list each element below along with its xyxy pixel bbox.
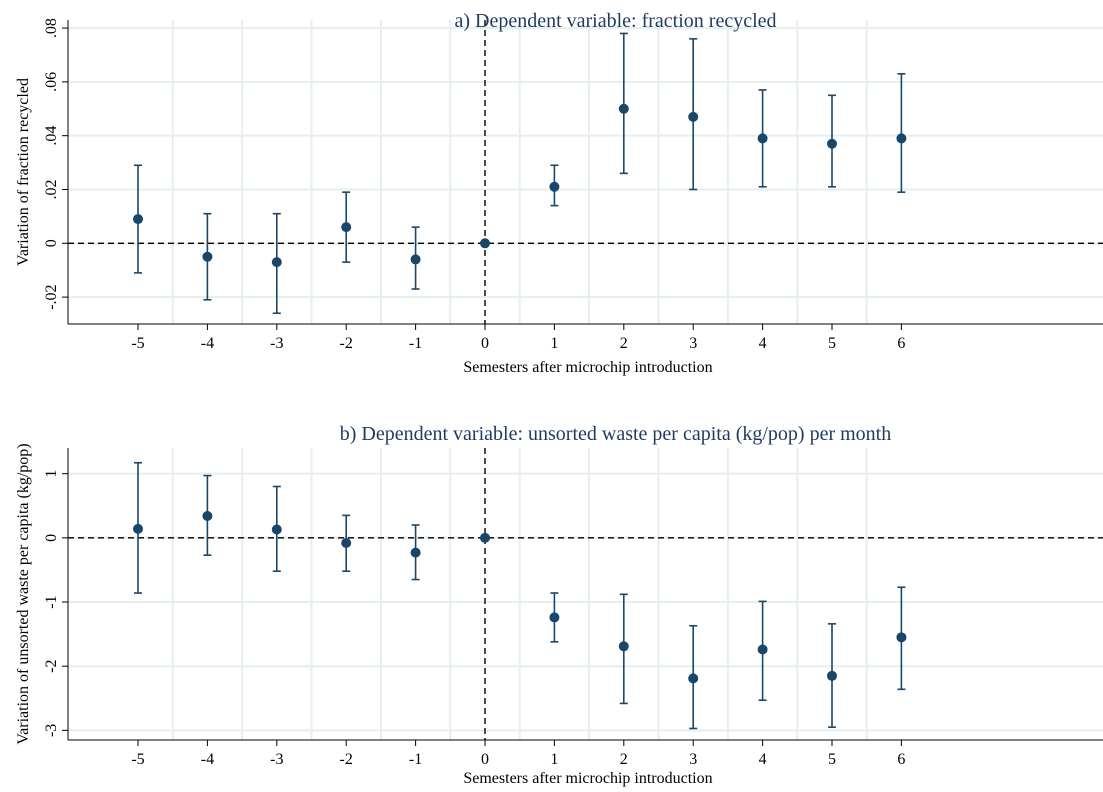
- x-tick-label: 1: [550, 335, 558, 352]
- data-point: [896, 133, 907, 144]
- data-point: [410, 254, 421, 265]
- data-point: [133, 214, 143, 225]
- x-tick-label: 4: [759, 335, 767, 352]
- data-point: [618, 103, 629, 114]
- data-point: [618, 641, 629, 652]
- y-tick-label: .04: [43, 126, 60, 146]
- data-point: [341, 222, 352, 233]
- y-tick-label: .02: [43, 179, 60, 199]
- chart-panel-a: -5 -4 -3 -2 -1 0 1 2 3 4 5 6 -.02 0 .02 .04 .06 .08 a) Dep…: [15, 10, 1103, 376]
- x-tick-label: 4: [759, 751, 767, 768]
- data-point: [549, 181, 560, 192]
- data-point: [133, 523, 143, 534]
- x-tick-label: 1: [550, 751, 558, 768]
- data-point: [688, 111, 699, 122]
- data-point: [896, 632, 907, 643]
- x-tick-label: 6: [897, 751, 905, 768]
- y-tick-label: -1: [43, 595, 60, 608]
- x-tick-label: 0: [481, 751, 489, 768]
- data-point: [271, 524, 282, 535]
- y-tick-label: 1: [43, 470, 60, 478]
- x-tick-label: 2: [620, 751, 628, 768]
- x-tick-label: 5: [828, 335, 836, 352]
- y-axis-title: Variation of fraction recycled: [15, 78, 32, 266]
- x-tick-label: 5: [828, 751, 836, 768]
- x-tick-label: -5: [131, 335, 144, 352]
- data-point: [827, 138, 837, 149]
- data-point: [688, 673, 699, 684]
- x-tick-label: -1: [409, 751, 422, 768]
- y-tick-label: .08: [43, 18, 60, 38]
- y-tick-label: 0: [43, 534, 60, 542]
- chart-panel-b: -5 -4 -3 -2 -1 0 1 2 3 4 5 6 -3 -2 -1 0 1 b) Dependent va…: [15, 423, 1103, 787]
- chart-title: a) Dependent variable: fraction recycled: [454, 10, 776, 32]
- x-tick-label: 2: [620, 335, 628, 352]
- data-point: [202, 511, 213, 522]
- data-point: [757, 644, 768, 655]
- data-point: [549, 612, 560, 623]
- x-tick-label: 3: [689, 751, 697, 768]
- data-point: [271, 257, 282, 268]
- data-point: [480, 238, 490, 249]
- x-tick-label: -5: [131, 751, 144, 768]
- data-point: [202, 251, 213, 262]
- y-tick-label: -.02: [43, 284, 60, 309]
- y-tick-label: .06: [43, 72, 60, 92]
- y-axis-title: Variation of unsorted waste per capita (…: [15, 443, 32, 744]
- x-tick-label: -4: [201, 751, 214, 768]
- x-tick-label: -3: [270, 335, 283, 352]
- data-point: [757, 133, 768, 144]
- data-point: [410, 547, 421, 558]
- data-point: [827, 670, 837, 681]
- data-point: [341, 537, 352, 548]
- x-tick-label: 6: [897, 335, 905, 352]
- y-tick-label: -2: [43, 660, 60, 673]
- x-tick-label: -2: [340, 751, 353, 768]
- x-tick-label: 0: [481, 335, 489, 352]
- x-tick-label: -2: [340, 335, 353, 352]
- data-point: [480, 532, 490, 543]
- x-tick-label: -4: [201, 335, 214, 352]
- x-axis-title: Semesters after microchip introduction: [463, 770, 712, 787]
- y-tick-label: -3: [43, 724, 60, 737]
- x-tick-label: 3: [689, 335, 697, 352]
- y-tick-label: 0: [43, 239, 60, 247]
- x-tick-label: -1: [409, 335, 422, 352]
- x-axis-title: Semesters after microchip introduction: [463, 359, 712, 376]
- chart-title: b) Dependent variable: unsorted waste pe…: [340, 423, 891, 445]
- x-tick-label: -3: [270, 751, 283, 768]
